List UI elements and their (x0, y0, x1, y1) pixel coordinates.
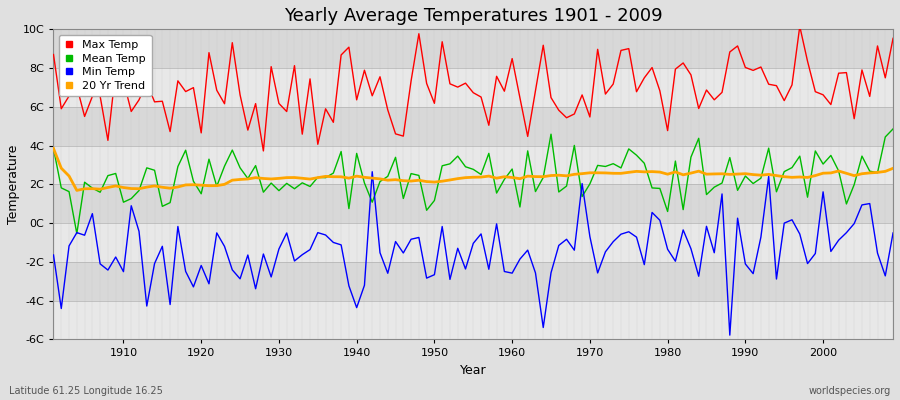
Bar (53, 184, 893, 223)
Bar (53, 262, 893, 301)
Bar (53, 68, 893, 107)
Bar (53, 301, 893, 340)
Bar (53, 107, 893, 146)
Bar (53, 29, 893, 68)
Y-axis label: Temperature: Temperature (7, 145, 20, 224)
Legend: Max Temp, Mean Temp, Min Temp, 20 Yr Trend: Max Temp, Mean Temp, Min Temp, 20 Yr Tre… (59, 35, 151, 96)
X-axis label: Year: Year (460, 364, 487, 377)
Bar (53, 146, 893, 184)
Text: Latitude 61.25 Longitude 16.25: Latitude 61.25 Longitude 16.25 (9, 386, 163, 396)
Bar (53, 223, 893, 262)
Title: Yearly Average Temperatures 1901 - 2009: Yearly Average Temperatures 1901 - 2009 (284, 7, 662, 25)
Text: worldspecies.org: worldspecies.org (809, 386, 891, 396)
